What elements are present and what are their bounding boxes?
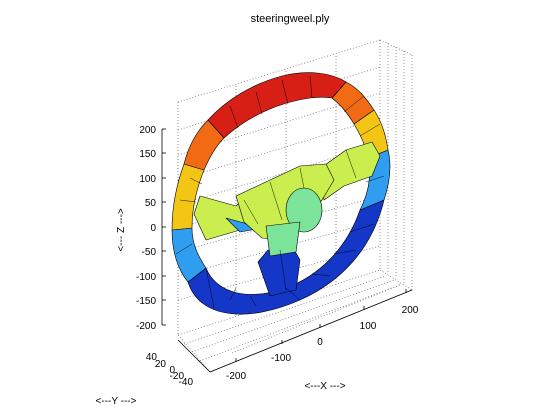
y-tick-label: 0 [169,365,175,376]
hub [235,163,335,241]
spoke-bottom [257,245,301,297]
z-tick-label: -100 [136,272,156,283]
mesh-wireframe [175,75,385,309]
z-tick-label: 50 [145,198,157,209]
x-tick-labels: -200 -100 0 100 200 [226,305,419,382]
x-axis-label: <---X ---> [304,381,345,392]
y-tick-label: 40 [146,352,158,363]
x-tick-label: 200 [402,305,419,316]
z-tick-label: 100 [139,174,156,185]
steering-wheel-mesh [171,72,391,315]
spoke-right [317,141,381,201]
y-tick-labels: 40 20 0 -20 -40 [146,352,194,388]
z-axis-label: <--- Z ---> [116,208,127,251]
z-tick-labels: 200 150 100 50 0 -50 -100 -150 -200 [136,125,156,332]
hub-lower [265,221,301,257]
z-tick-label: 0 [150,223,156,234]
z-tick-label: -150 [136,296,156,307]
x-tick-label: 0 [317,337,323,348]
y-axis-label: <---Y ---> [96,396,137,407]
rim-top [207,72,347,139]
z-tick-label: -200 [136,321,156,332]
x-tick-label: 100 [360,321,377,332]
y-axis [177,339,211,373]
x-axis [209,289,413,373]
x-tick-label: -100 [271,353,291,364]
z-tick-label: 150 [139,149,156,160]
z-axis [161,128,166,326]
z-tick-label: 200 [139,125,156,136]
z-tick-label: -50 [142,247,157,258]
y-tick-label: 20 [155,359,167,370]
x-tick-label: -200 [226,371,246,382]
figure-title: steeringweel.ply [251,13,330,25]
y-tick-label: -20 [170,371,185,382]
y-tick-label: -40 [179,377,194,388]
